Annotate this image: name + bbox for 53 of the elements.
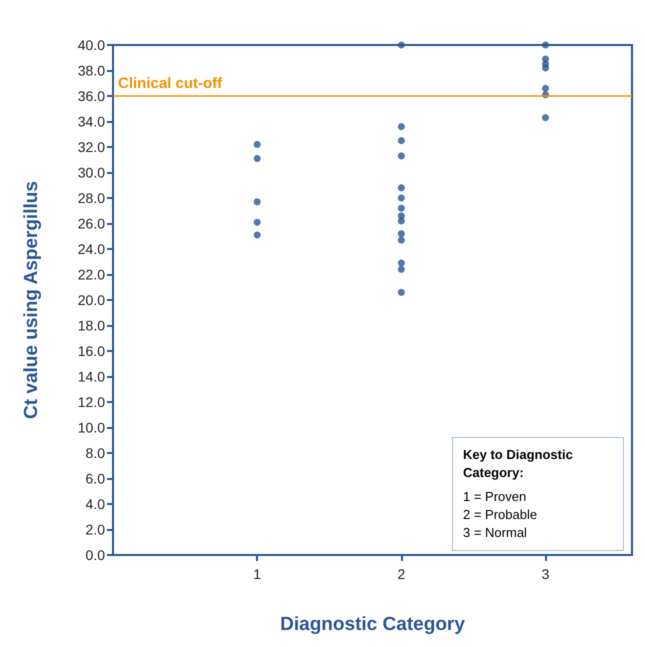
point — [542, 64, 549, 72]
point — [398, 184, 405, 192]
y-tick-label: 20.0 — [78, 292, 106, 308]
point — [398, 42, 405, 48]
point — [398, 204, 405, 212]
point — [542, 114, 549, 122]
y-tick-label: 12.0 — [78, 394, 106, 410]
y-tick-label: 14.0 — [78, 368, 106, 384]
y-tick-label: 22.0 — [78, 266, 106, 282]
point — [398, 266, 405, 273]
y-tick-label: 2.0 — [86, 522, 106, 538]
point — [254, 218, 261, 226]
point — [398, 152, 405, 160]
y-tick-label: 32.0 — [78, 139, 106, 155]
point — [398, 230, 405, 238]
y-tick-label: 38.0 — [78, 62, 106, 78]
y-tick-label: 4.0 — [86, 496, 106, 512]
x-tick-label: 2 — [397, 566, 406, 582]
x-tick-label: 1 — [253, 566, 262, 582]
point — [542, 42, 549, 48]
y-tick-label: 36.0 — [78, 88, 106, 104]
y-tick-label: 40.0 — [78, 37, 106, 53]
x-tick-label: 3 — [542, 566, 550, 582]
x-axis-title: Diagnostic Category — [280, 614, 466, 635]
annotation: 3 = Normal — [463, 524, 528, 542]
y-tick-label: 16.0 — [78, 343, 106, 359]
point — [254, 154, 261, 162]
point — [398, 123, 405, 130]
annotation: Key to Diagnostic Category: — [463, 446, 574, 482]
point — [542, 84, 549, 92]
ref-line-label: Clinical cut-off — [118, 75, 224, 92]
point — [398, 236, 405, 244]
point — [398, 288, 405, 296]
y-tick-label: 28.0 — [78, 190, 106, 206]
y-tick-label: 8.0 — [86, 445, 106, 461]
point — [254, 231, 261, 238]
annotation: 1 = Proven — [463, 488, 528, 506]
y-tick-label: 24.0 — [78, 241, 106, 257]
point — [254, 140, 261, 148]
point — [398, 137, 405, 144]
annotation: 2 = Probable — [463, 506, 538, 524]
y-tick-label: 0.0 — [86, 547, 106, 563]
point — [254, 198, 261, 206]
y-tick-label: 10.0 — [78, 420, 106, 436]
y-tick-label: 30.0 — [78, 164, 106, 180]
y-axis-title: Ct value using Aspergillus — [21, 181, 42, 419]
y-tick-label: 26.0 — [78, 216, 106, 232]
y-tick-label: 18.0 — [78, 318, 106, 334]
y-tick-label: 6.0 — [86, 470, 106, 486]
point — [398, 217, 405, 224]
y-tick-label: 34.0 — [78, 114, 106, 130]
point — [398, 194, 405, 202]
point — [398, 260, 405, 267]
